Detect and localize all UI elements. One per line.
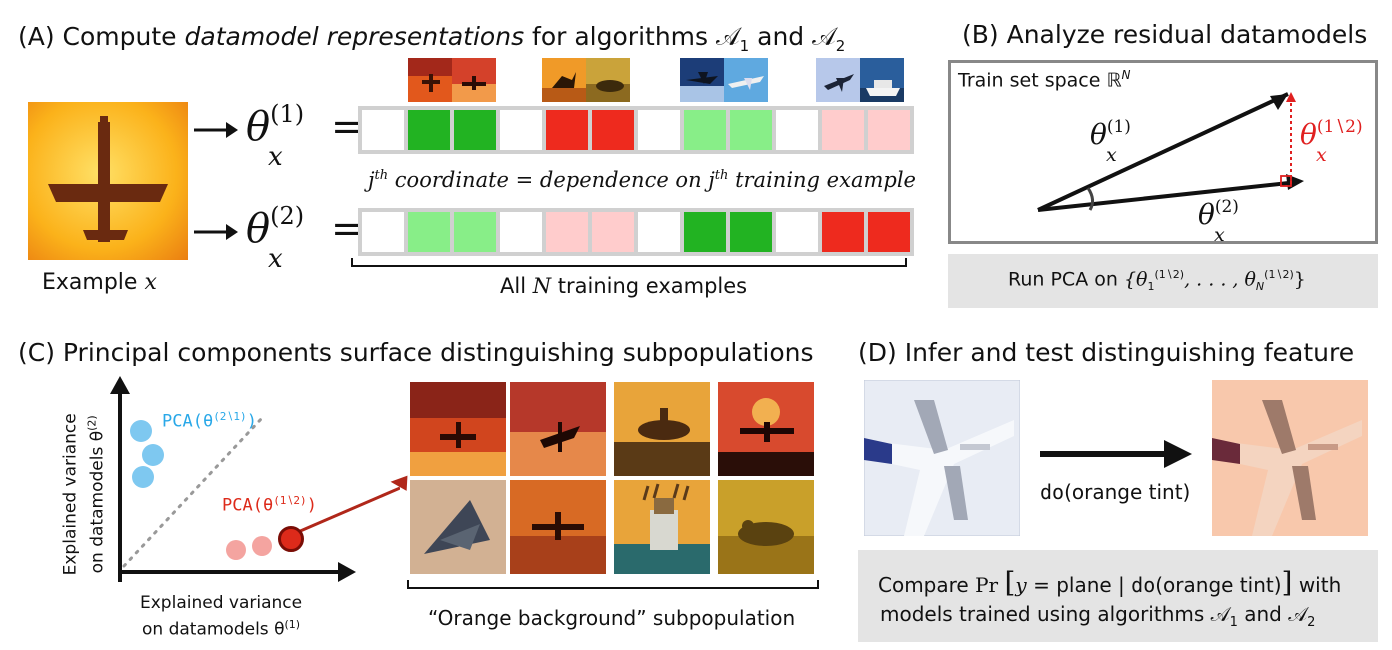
- arrow-to-theta1: [194, 122, 238, 138]
- all-n-training-label: All N training examples: [500, 274, 748, 298]
- vector-coordinate-cell: [730, 212, 772, 252]
- vector-coordinate-cell: [500, 110, 542, 150]
- pca-scatter-plot: [110, 376, 400, 582]
- vector-coordinate-cell: [776, 212, 818, 252]
- vector-coordinate-cell: [730, 110, 772, 150]
- x-axis-label: Explained variance on datamodels θ(1): [140, 593, 303, 640]
- original-plane-image: [864, 380, 1020, 536]
- pca21-dot: [130, 420, 152, 442]
- thumb-sunset-planes: [408, 58, 496, 102]
- grid-image-1: [410, 382, 506, 476]
- vector-coordinate-cell: [362, 110, 404, 150]
- panel-d-title: (D) Infer and test distinguishing featur…: [858, 338, 1355, 367]
- datamodel-vector-theta1: [358, 106, 914, 154]
- pca21-label: PCA(θ(2∖1)): [162, 410, 257, 432]
- train-set-space-box: [948, 60, 1378, 244]
- grid-image-4: [718, 382, 814, 476]
- y-axis-label: Explained variance on datamodels θ(2): [60, 413, 108, 576]
- vector-coordinate-cell: [408, 212, 450, 252]
- thumb-plane-ship: [816, 58, 904, 102]
- pca12-dot: [226, 540, 246, 560]
- run-pca-text: Run PCA on {θ1(1∖2), . . . , θN(1∖2)}: [1008, 268, 1306, 294]
- jth-coordinate-caption: jth coordinate = dependence on jth train…: [368, 168, 916, 192]
- vector-coordinate-cell: [684, 212, 726, 252]
- compare-line-2: models trained using algorithms 𝒜1 and 𝒜…: [880, 602, 1316, 630]
- grid-image-6: [510, 480, 606, 574]
- thumb-orange-animals: [542, 58, 630, 102]
- example-plane-image: [28, 102, 188, 260]
- do-orange-tint-label: do(orange tint): [1040, 480, 1191, 504]
- vector-coordinate-cell: [592, 212, 634, 252]
- grid-image-8: [718, 480, 814, 574]
- vector-coordinate-cell: [454, 110, 496, 150]
- thumb-blue-planes: [680, 58, 768, 102]
- pca12-dot: [252, 536, 272, 556]
- run-pca-box: [948, 254, 1378, 308]
- vector-coordinate-cell: [638, 110, 680, 150]
- training-examples-bracket: [351, 258, 907, 267]
- pca12-label: PCA(θ(1∖2)): [222, 494, 317, 516]
- grid-image-5: [410, 480, 506, 574]
- vector-coordinate-cell: [500, 212, 542, 252]
- theta1-vector-label: θ(1) x: [1090, 117, 1131, 166]
- vector-coordinate-cell: [546, 212, 588, 252]
- theta2-vector-label: θ(2) x: [1198, 197, 1239, 246]
- arrow-to-theta2: [194, 224, 238, 240]
- vector-coordinate-cell: [868, 212, 910, 252]
- vector-diagram: [1037, 92, 1304, 212]
- residual-vector-label: θ(1∖2) x: [1300, 117, 1363, 166]
- grid-image-2: [510, 382, 606, 476]
- vector-coordinate-cell: [684, 110, 726, 150]
- vector-coordinate-cell: [868, 110, 910, 150]
- transform-arrow: [1040, 440, 1192, 468]
- vector-coordinate-cell: [546, 110, 588, 150]
- pca21-dot: [132, 466, 154, 488]
- compare-line-1: Compare Pr [y = plane | do(orange tint)]…: [878, 566, 1342, 599]
- subpopulation-bracket: [407, 580, 819, 589]
- pca-arrow-head: [390, 475, 408, 491]
- theta2-equation: θ(2) x =: [246, 202, 365, 274]
- pca21-dot: [142, 444, 164, 466]
- datamodel-vector-theta2: [358, 208, 914, 256]
- vector-coordinate-cell: [776, 110, 818, 150]
- vector-coordinate-cell: [638, 212, 680, 252]
- vector-coordinate-cell: [822, 212, 864, 252]
- panel-c-title: (C) Principal components surface disting…: [18, 338, 814, 367]
- grid-image-3: [614, 382, 710, 476]
- example-label: Example x: [42, 270, 157, 295]
- vector-coordinate-cell: [408, 110, 450, 150]
- panel-b-title: (B) Analyze residual datamodels: [962, 20, 1368, 49]
- subpopulation-caption: “Orange background” subpopulation: [428, 606, 796, 630]
- grid-image-7: [614, 480, 710, 574]
- panel-a-title: (A) Compute datamodel representations fo…: [18, 22, 846, 55]
- vector-coordinate-cell: [822, 110, 864, 150]
- train-set-space-label: Train set space ℝN: [958, 68, 1131, 92]
- pca12-highlighted-dot: [278, 526, 304, 552]
- tinted-plane-image: [1212, 380, 1368, 536]
- subpopulation-image-grid: [410, 382, 818, 574]
- vector-coordinate-cell: [592, 110, 634, 150]
- theta1-equation: θ(1) x =: [246, 100, 365, 172]
- vector-coordinate-cell: [454, 212, 496, 252]
- vector-coordinate-cell: [362, 212, 404, 252]
- compare-box: [858, 550, 1378, 642]
